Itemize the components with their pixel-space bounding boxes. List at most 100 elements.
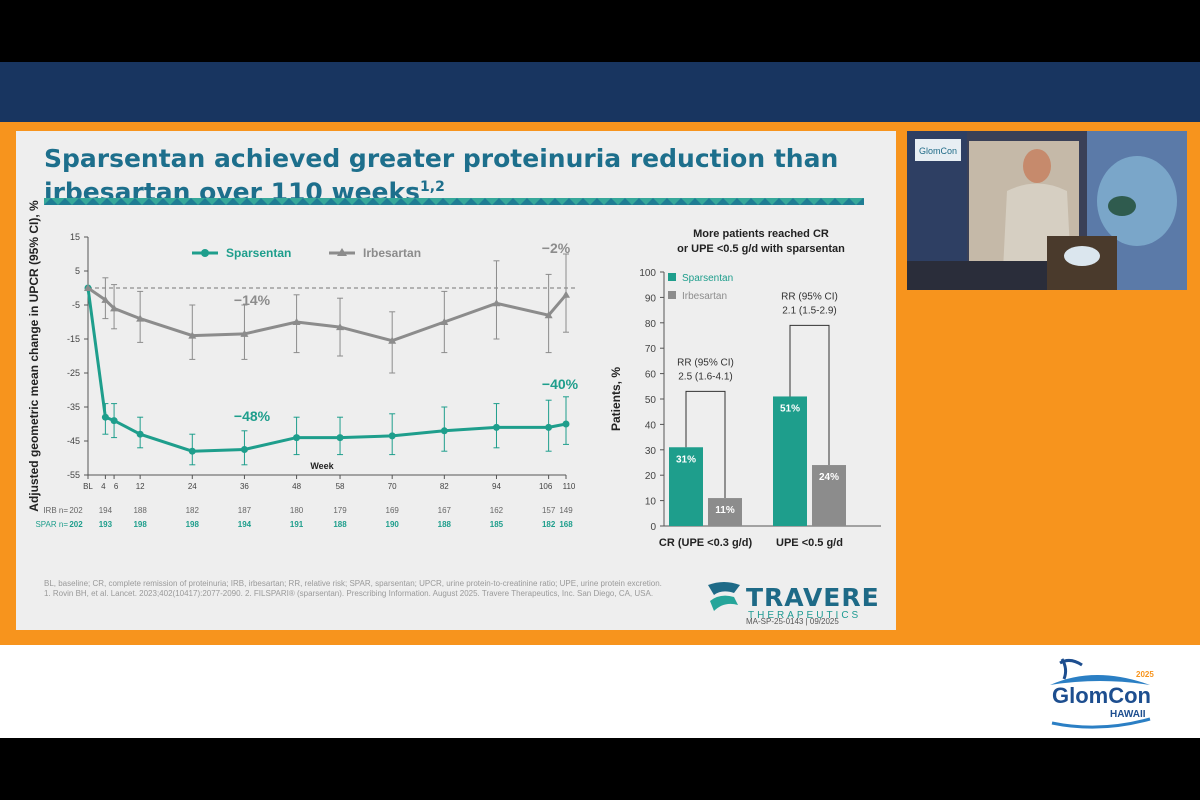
y-tick-label: -45: [67, 436, 80, 446]
speaker-video-image: GlomCon: [907, 131, 1187, 290]
sparsentan-point: [336, 434, 344, 442]
x-tick-label: 94: [492, 482, 501, 491]
x-tick-label: BL: [83, 482, 93, 491]
sparsentan-point: [188, 447, 196, 455]
bar-legend-irbesartan-label: Irbesartan: [682, 291, 727, 302]
at-risk-spar-count: 198: [133, 520, 147, 529]
annotation-label: −2%: [542, 240, 571, 256]
at-risk-irb-count: 179: [333, 506, 347, 515]
at-risk-spar-count: 190: [386, 520, 400, 529]
at-risk-irb-count: 188: [133, 506, 147, 515]
at-risk-irb-count: 187: [238, 506, 252, 515]
annotation-label: −48%: [234, 408, 271, 424]
bar-chart-title-line-2: or UPE <0.5 g/d with sparsentan: [677, 243, 845, 255]
x-tick-label: 6: [114, 482, 119, 491]
annotation-label: −40%: [542, 376, 579, 392]
bar-y-tick-label: 90: [645, 293, 657, 304]
bar-y-tick-label: 30: [645, 446, 657, 457]
x-tick-label: 36: [240, 482, 249, 491]
bar-legend-irbesartan-swatch: [668, 291, 676, 299]
irbesartan-point: [101, 295, 110, 303]
bar-y-tick-label: 20: [645, 471, 657, 482]
at-risk-irb-count: 162: [490, 506, 504, 515]
palm-icon: [1059, 658, 1083, 680]
bar-sparsentan-label: 51%: [780, 403, 800, 414]
at-risk-spar-count: 168: [559, 520, 573, 529]
rr-bracket: [789, 324, 830, 466]
slide-title: Sparsentan achieved greater proteinuria …: [44, 145, 838, 206]
at-risk-irb-count: 194: [99, 506, 113, 515]
travere-logo-subtext: THERAPEUTICS: [748, 610, 862, 621]
top-banner: [0, 62, 1200, 122]
irbesartan-point: [562, 290, 570, 298]
at-risk-irb-count: 169: [386, 506, 400, 515]
irbesartan-point: [188, 331, 197, 339]
y-tick-label: -35: [67, 402, 80, 412]
bar-y-tick-label: 60: [645, 370, 657, 381]
at-risk-irb-count: 149: [559, 506, 573, 515]
sparsentan-point: [136, 430, 144, 438]
annotation-label: −14%: [234, 292, 271, 308]
irbesartan-point: [492, 299, 501, 307]
bar-chart-title-line-1: More patients reached CR: [693, 228, 829, 240]
sparsentan-point: [440, 427, 448, 435]
bar-y-tick-label: 100: [639, 268, 656, 279]
bar-category-label: CR (UPE <0.3 g/d): [659, 537, 753, 549]
bar-y-tick-label: 50: [645, 395, 657, 406]
y-tick-label: 15: [70, 232, 80, 242]
sparsentan-point: [240, 446, 248, 453]
irbesartan-point: [440, 318, 449, 325]
bar-category-label: UPE <0.5 g/d: [776, 537, 843, 549]
bar-chart: More patients reached CR or UPE <0.5 g/d …: [609, 228, 881, 549]
bar-y-tick-label: 0: [650, 522, 656, 533]
x-tick-label: 82: [440, 482, 449, 491]
legend-irbesartan-label: Irbesartan: [363, 246, 421, 260]
bar-y-axis-title: Patients, %: [609, 367, 623, 431]
y-tick-label: -5: [72, 300, 80, 310]
bar-y-tick-label: 80: [645, 319, 657, 330]
bar-irbesartan: [708, 498, 742, 526]
bar-sparsentan-label: 31%: [676, 454, 696, 465]
bar-legend-sparsentan-swatch: [668, 273, 676, 281]
bar-irbesartan-label: 24%: [819, 472, 839, 483]
irbesartan-point: [544, 311, 553, 319]
at-risk-spar-count: 182: [542, 520, 556, 529]
at-risk-spar-count: 193: [99, 520, 113, 529]
x-tick-label: 70: [388, 482, 397, 491]
bottom-white-band: [0, 645, 1200, 738]
sparsentan-point: [293, 434, 301, 442]
bar-irbesartan: [812, 465, 846, 526]
irbesartan-point: [388, 336, 397, 344]
document-code: MA-SP-25-0143 | 09/2025: [746, 617, 839, 626]
legend-sparsentan-label: Sparsentan: [226, 246, 291, 260]
logo-year: 2025: [1136, 670, 1154, 679]
rr-bracket: [685, 390, 726, 499]
at-risk-spar-count: 185: [490, 520, 504, 529]
travere-logo-text: TRAVERE: [746, 583, 880, 612]
x-tick-label: 106: [539, 482, 553, 491]
slide-logo-text: GlomCon: [919, 146, 957, 156]
sparsentan-point: [388, 432, 396, 440]
irbesartan-point: [240, 329, 249, 337]
at-risk-spar-count: 194: [238, 520, 252, 529]
bar-irbesartan-label: 11%: [715, 505, 735, 516]
sparsentan-point: [110, 417, 118, 425]
title-line-1: Sparsentan achieved greater proteinuria …: [44, 144, 839, 173]
at-risk-spar-count: 188: [333, 520, 347, 529]
logo-name: GlomCon: [1052, 683, 1151, 708]
x-tick-label: 24: [188, 482, 197, 491]
irbesartan-point: [336, 323, 345, 331]
decorative-stripe: [44, 198, 864, 205]
at-risk-irb-count: 167: [438, 506, 452, 515]
y-tick-label: 5: [75, 266, 80, 276]
legend-sparsentan-marker: [201, 249, 209, 257]
at-risk-spar-count: 198: [186, 520, 200, 529]
x-axis-title: Week: [310, 461, 334, 471]
footnote-abbreviations: BL, baseline; CR, complete remission of …: [44, 579, 662, 588]
at-risk-spar-label: SPAR n=: [35, 520, 68, 529]
speaker-video: GlomCon: [907, 131, 1187, 290]
at-risk-irb-count: 180: [290, 506, 304, 515]
y-tick-label: -55: [67, 470, 80, 480]
at-risk-irb-count: 182: [186, 506, 200, 515]
